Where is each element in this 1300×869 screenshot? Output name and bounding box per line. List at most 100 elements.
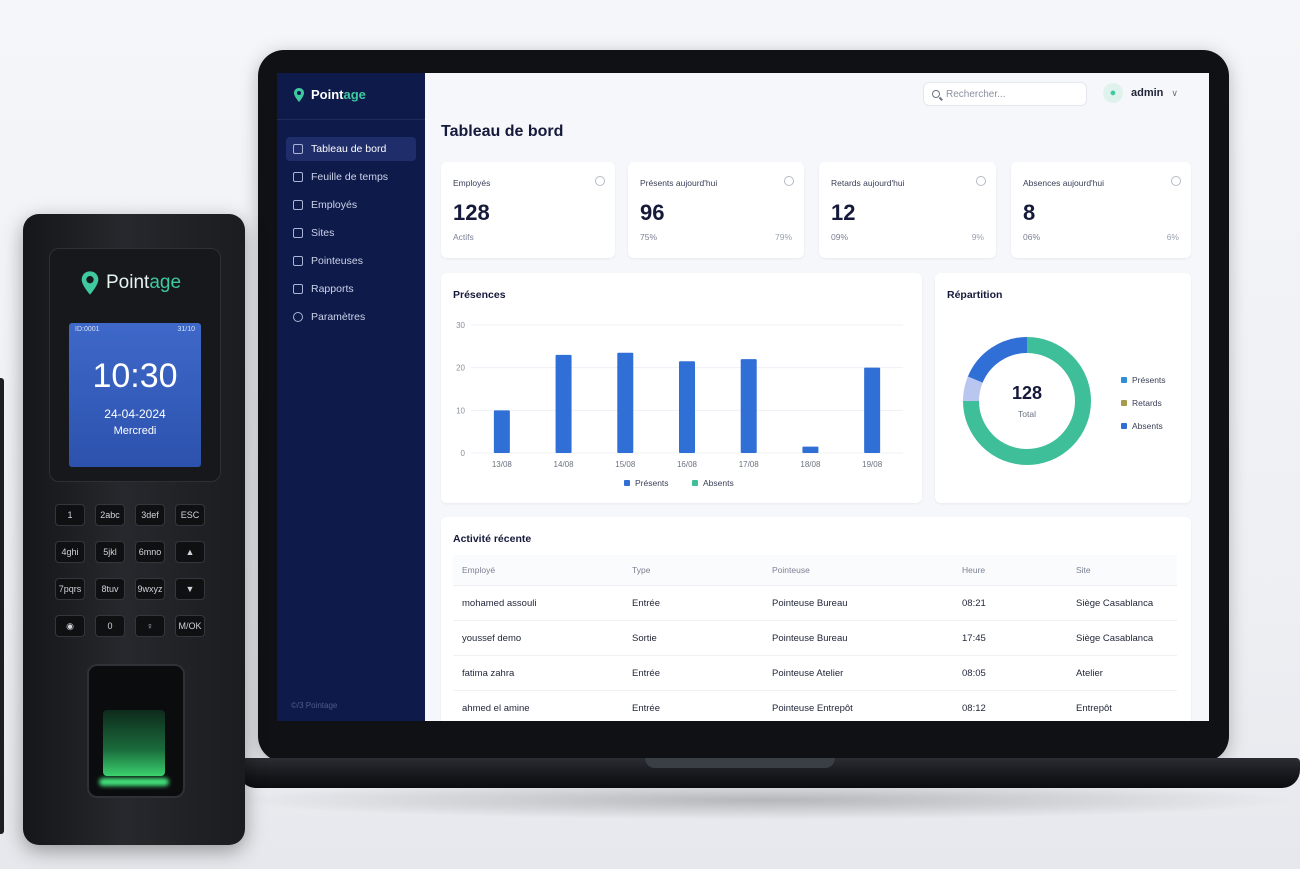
kpi-value: 96 (640, 200, 665, 225)
time-clock-terminal: Pointage ID:0001 31/10 10:30 24-04-2024 … (23, 214, 245, 845)
table-header-row: Employé Type Pointeuse Heure Site (453, 555, 1177, 586)
kpi-card-presents[interactable]: Présents aujourd'hui 96 75% 79% (628, 162, 804, 258)
sidebar-item-rapports[interactable]: Rapports (286, 277, 416, 301)
sidebar-divider (277, 119, 425, 120)
column-header[interactable]: Site (1067, 555, 1177, 586)
legend-swatch (1121, 377, 1127, 383)
column-header[interactable]: Pointeuse (763, 555, 953, 586)
sidebar-item-feuille-de-temps[interactable]: Feuille de temps (286, 165, 416, 189)
brand-prefix: Point (311, 87, 344, 102)
column-header[interactable]: Heure (953, 555, 1067, 586)
legend-label: Absents (703, 478, 734, 488)
repartition-donut-chart (963, 337, 1091, 465)
table-cell: Entrepôt (1067, 690, 1177, 721)
legend-label: Présents (1132, 375, 1166, 385)
keypad-key[interactable]: ◉ (55, 615, 85, 637)
kpi-label: Retards aujourd'hui (831, 178, 905, 188)
kpi-percent: 6% (1166, 232, 1179, 242)
keypad-key[interactable]: 1 (55, 504, 85, 526)
grid-icon (293, 144, 303, 154)
keypad-key[interactable]: M/OK (175, 615, 205, 637)
fingerprint-sensor[interactable] (103, 710, 165, 776)
terminal-brand-suffix: age (149, 272, 182, 293)
table-cell: mohamed assouli (453, 585, 623, 621)
table-cell: 08:21 (953, 585, 1067, 621)
y-tick-label: 10 (456, 406, 465, 415)
kpi-sub: 06% (1023, 232, 1041, 242)
sidebar-item-pointeuses[interactable]: Pointeuses (286, 249, 416, 273)
gear-icon (293, 312, 303, 322)
search-icon (932, 90, 940, 98)
user-menu[interactable]: ● admin ∨ (1103, 83, 1178, 103)
location-pin-icon (294, 87, 304, 102)
keypad-key[interactable]: 4ghi (55, 541, 85, 563)
x-tick-label: 13/08 (492, 460, 513, 469)
kpi-card-absences[interactable]: Absences aujourd'hui 8 06% 6% (1011, 162, 1191, 258)
kpi-card-retards[interactable]: Retards aujourd'hui 12 09% 9% (819, 162, 996, 258)
legend-item: Absents (1121, 421, 1163, 431)
sidebar-item-parametres[interactable]: Paramètres (286, 305, 416, 329)
repartition-title: Répartition (947, 289, 1003, 301)
x-tick-label: 18/08 (800, 460, 821, 469)
user-name: admin (1131, 87, 1164, 99)
presences-title: Présences (453, 289, 506, 301)
table-cell: Pointeuse Bureau (763, 620, 953, 656)
brand-logo[interactable]: Pointage (293, 87, 366, 102)
kpi-sub: 09% (831, 232, 849, 242)
column-header[interactable]: Type (623, 555, 763, 586)
keypad-key[interactable]: 6mno (135, 541, 165, 563)
sidebar-item-label: Pointeuses (311, 255, 363, 267)
x-tick-label: 15/08 (615, 460, 636, 469)
table-row[interactable]: youssef demo Sortie Pointeuse Bureau 17:… (453, 620, 1177, 656)
terminal-display: ID:0001 31/10 10:30 24-04-2024 Mercredi (69, 323, 201, 467)
table-row[interactable]: mohamed assouli Entrée Pointeuse Bureau … (453, 585, 1177, 621)
table-cell: Pointeuse Bureau (763, 585, 953, 621)
sidebar-item-tableau-de-bord[interactable]: Tableau de bord (286, 137, 416, 161)
activity-card: Activité récente Employé Type Pointeuse … (441, 517, 1191, 721)
building-icon (293, 228, 303, 238)
keypad-key[interactable]: 3def (135, 504, 165, 526)
table-cell: Atelier (1067, 655, 1177, 691)
legend-item: Retards (1121, 398, 1162, 408)
keypad-key[interactable]: 7pqrs (55, 578, 85, 600)
location-pin-icon (81, 271, 99, 295)
keypad-key[interactable]: ▲ (175, 541, 205, 563)
bar-presents (679, 361, 695, 453)
legend-label: Absents (1132, 421, 1163, 431)
donut-slice (967, 337, 1028, 383)
bar-presents (617, 352, 634, 453)
x-tick-label: 14/08 (554, 460, 575, 469)
legend-swatch (692, 480, 698, 486)
keypad-key[interactable]: 2abc (95, 504, 125, 526)
table-cell: Siège Casablanca (1067, 620, 1177, 656)
sidebar-item-label: Sites (311, 227, 335, 239)
keypad-key[interactable]: ESC (175, 504, 205, 526)
table-row[interactable]: ahmed el amine Entrée Pointeuse Entrepôt… (453, 690, 1177, 721)
legend-label: Présents (635, 478, 669, 488)
table-row[interactable]: fatima zahra Entrée Pointeuse Atelier 08… (453, 655, 1177, 691)
sidebar-item-label: Tableau de bord (311, 143, 387, 155)
sidebar-item-employes[interactable]: Employés (286, 193, 416, 217)
keypad-key[interactable]: ▼ (175, 578, 205, 600)
kpi-card-employes[interactable]: Employés 128 Actifs (441, 162, 615, 258)
search-input[interactable]: Rechercher... (923, 82, 1087, 106)
terminal-status-right: 31/10 (177, 326, 195, 333)
keypad-key[interactable]: 0 (95, 615, 125, 637)
keypad-key[interactable]: ♀ (135, 615, 165, 637)
terminal-brand-prefix: Point (106, 272, 150, 293)
sidebar-item-label: Rapports (311, 283, 354, 295)
presences-bar-chart: 0 10 20 30 13/08 14/08 15/08 16/08 17/08 18/08 19/… (456, 321, 903, 488)
sidebar-footer: ©/3 Pointage (291, 701, 338, 710)
keypad-key[interactable]: 9wxyz (135, 578, 165, 600)
kpi-value: 8 (1023, 200, 1036, 225)
sidebar-item-sites[interactable]: Sites (286, 221, 416, 245)
bar-presents (555, 354, 572, 453)
y-tick-label: 20 (456, 364, 465, 373)
column-header[interactable]: Employé (453, 555, 623, 586)
keypad-key[interactable]: 5jkl (95, 541, 125, 563)
bar-presents (493, 410, 510, 453)
terminal-status-left: ID:0001 (75, 326, 100, 333)
edge-object (0, 378, 4, 834)
fingerprint-reader[interactable] (87, 664, 185, 798)
keypad-key[interactable]: 8tuv (95, 578, 125, 600)
